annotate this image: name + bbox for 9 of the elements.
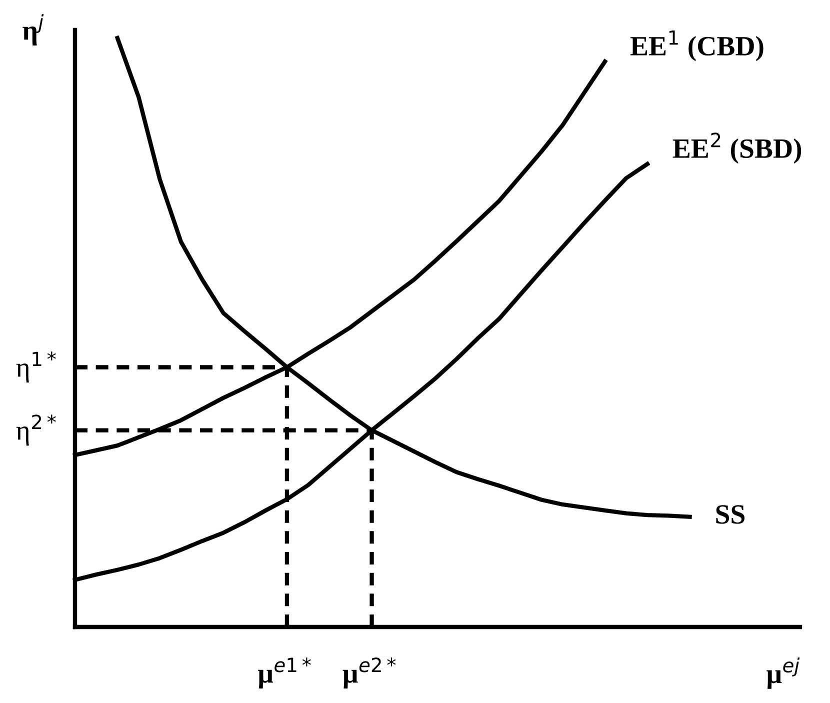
y-axis-title: η$^{j}$ bbox=[22, 14, 44, 46]
ref-line-label: η$^{2*}$ bbox=[16, 414, 56, 446]
series-label: SS bbox=[716, 505, 744, 524]
x-tick-label: μ$^{e2*}$ bbox=[342, 658, 396, 689]
x-axis-title: μ$^{ej}$ bbox=[766, 658, 800, 689]
series-label: EE$^{2}$ (SBD) bbox=[672, 132, 802, 164]
x-tick-label: μ$^{e1*}$ bbox=[258, 658, 311, 689]
series-label: EE$^{1}$ (CBD) bbox=[630, 30, 764, 62]
ref-line-label: η$^{1*}$ bbox=[16, 352, 56, 383]
